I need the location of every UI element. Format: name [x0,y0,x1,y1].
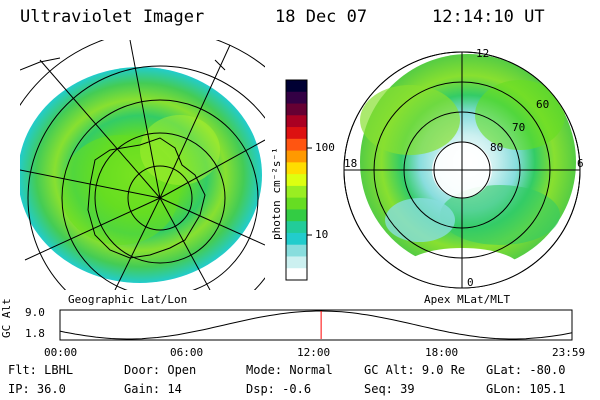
colorbar-segment [286,138,307,152]
colorbar-segment [286,127,307,140]
magnetic-grid [343,51,581,289]
colorbar-tick-10: 10 [315,228,329,241]
colorbar-frame [285,79,308,281]
colorbar-tick-100: 100 [315,141,335,154]
alt-y-tick-9: 9.0 [25,306,45,319]
altitude-curve [59,310,573,340]
colorbar-segment [286,174,307,187]
mlt-label-0: 0 [467,276,474,289]
colorbar-segment [286,221,307,234]
colorbar-segment [286,232,307,246]
colorbar-segment [286,209,307,222]
info-gain: Gain: 14 [124,382,182,396]
colorbar-unit-label: photon cm⁻²s⁻¹ [270,147,283,240]
mlat-label-70: 70 [512,121,526,134]
colorbar-segment [286,185,307,199]
left-panel-caption: Geographic Lat/Lon [68,293,188,306]
info-ip: IP: 36.0 [8,382,66,396]
colorbar [285,79,308,281]
mlt-label-6: 6 [577,157,584,170]
alt-x-tick-1200: 12:00 [297,346,331,359]
magnetic-map [343,51,581,289]
colorbar-segment [286,256,307,269]
info-seq: Seq: 39 [364,382,415,396]
info-gc-alt: GC Alt: 9.0 Re [364,363,466,377]
alt-y-tick-1-8: 1.8 [25,327,45,340]
alt-x-tick-2359: 23:59 [552,346,586,359]
altitude-plot [59,309,573,341]
colorbar-segment [286,103,307,116]
geographic-grid [20,40,265,290]
info-glat: GLat: -80.0 [486,363,566,377]
colorbar-segment [286,80,307,93]
continent-outline [87,137,206,259]
mlat-label-80: 80 [490,141,504,154]
info-dsp: Dsp: -0.6 [246,382,312,396]
geographic-map [20,40,265,290]
colorbar-segment [286,244,307,257]
mlt-label-18: 18 [344,157,358,170]
colorbar-segment [286,115,307,128]
time-label: 12:14:10 UT [432,7,545,27]
alt-x-tick-1800: 18:00 [425,346,459,359]
colorbar-segment [286,197,307,210]
alt-x-tick-0000: 00:00 [44,346,78,359]
colorbar-segment [286,91,307,105]
right-panel-caption: Apex MLat/MLT [424,293,511,306]
info-door: Door: Open [124,363,197,377]
mlt-label-12: 12 [476,47,490,60]
info-glon: GLon: 105.1 [486,382,566,396]
info-mode: Mode: Normal [246,363,333,377]
colorbar-segment [286,150,307,163]
mlat-label-60: 60 [536,98,550,111]
info-flt: Flt: LBHL [8,363,74,377]
alt-y-label: GC Alt [0,298,13,338]
colorbar-segment [286,162,307,175]
alt-x-tick-0600: 06:00 [170,346,204,359]
colorbar-segment [286,268,307,281]
instrument-title: Ultraviolet Imager [20,7,205,27]
date-label: 18 Dec 07 [275,7,368,27]
